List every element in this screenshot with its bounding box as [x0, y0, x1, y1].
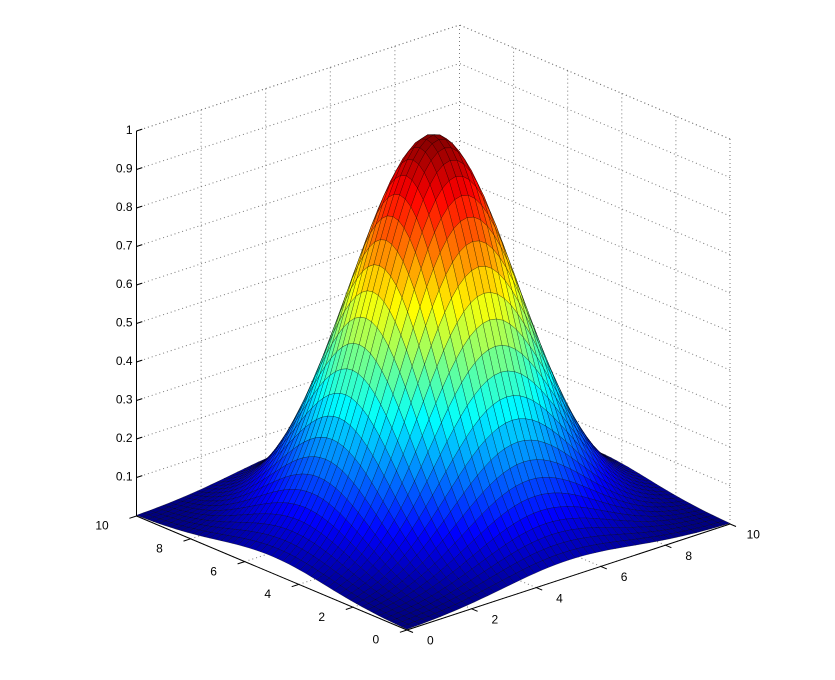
y-tick: [399, 629, 408, 633]
x-tick: [665, 544, 672, 549]
z-tick-label: 0.3: [116, 393, 133, 407]
x-tick-label: 8: [685, 549, 692, 563]
grid-line: [136, 332, 460, 440]
grid-line: [136, 24, 460, 132]
z-tick-label: 0.5: [116, 316, 133, 330]
y-tick-label: 0: [373, 633, 380, 647]
y-tick-label: 10: [95, 519, 109, 533]
x-tick-label: 2: [492, 612, 499, 626]
grid-line: [136, 140, 460, 247]
z-tick-label: 0.7: [116, 239, 133, 253]
x-tick-label: 10: [747, 528, 761, 542]
z-tick: [136, 475, 143, 478]
y-axis-line: [136, 515, 408, 631]
z-tick-label: 1: [126, 123, 133, 137]
z-tick-label: 0.6: [116, 277, 133, 291]
z-tick-label: 0.8: [116, 200, 133, 214]
y-tick: [129, 515, 137, 519]
surface-mesh: [136, 134, 731, 630]
z-tick-label: 0.9: [116, 162, 133, 176]
x-tick: [471, 608, 478, 612]
tick-labels: 0 2 4 6 8 10 0 2 4 6 8 10 0.1 0.2 0.3 0.4 0.5 0.6 0.7 0.8 0.…: [95, 123, 760, 648]
surface-patch: [400, 624, 415, 630]
x-tick: [600, 565, 607, 570]
y-tick-label: 2: [318, 610, 325, 624]
grid-line: [459, 178, 731, 294]
x-tick-label: 4: [556, 591, 563, 605]
grid-line: [136, 294, 460, 401]
y-tick-label: 6: [210, 564, 217, 578]
grid-line: [459, 217, 731, 332]
x-tick: [536, 587, 543, 591]
z-tick: [136, 398, 143, 401]
z-tick: [136, 282, 143, 286]
z-tick: [136, 321, 143, 324]
z-tick-label: 0.1: [116, 470, 133, 484]
grid-line: [459, 140, 731, 255]
z-tick-label: 0.2: [116, 431, 133, 445]
y-tick: [291, 583, 299, 588]
grid-line: [136, 255, 460, 363]
axes: [129, 128, 737, 633]
x-tick: [406, 629, 414, 633]
grid-line: [136, 178, 460, 286]
x-axis-line: [406, 523, 731, 631]
x-tick-label: 6: [621, 570, 628, 584]
grid-line: [136, 101, 460, 209]
y-tick: [183, 538, 191, 542]
grid-line: [136, 217, 460, 324]
grid-line: [459, 63, 731, 178]
grid-line: [459, 24, 731, 140]
grid-line: [136, 371, 460, 478]
x-tick-label: 0: [427, 634, 434, 648]
y-tick-label: 4: [264, 587, 271, 601]
y-tick-label: 8: [156, 541, 163, 555]
z-tick: [136, 244, 143, 247]
z-tick: [136, 359, 143, 363]
grid-line: [136, 63, 460, 170]
x-tick: [729, 523, 737, 527]
y-tick: [237, 561, 245, 565]
z-tick: [136, 128, 143, 132]
z-tick-label: 0.4: [116, 354, 133, 368]
z-tick: [136, 167, 143, 170]
z-tick: [136, 205, 143, 209]
y-tick: [345, 606, 354, 610]
z-tick: [136, 436, 143, 440]
grid-line: [459, 101, 731, 217]
